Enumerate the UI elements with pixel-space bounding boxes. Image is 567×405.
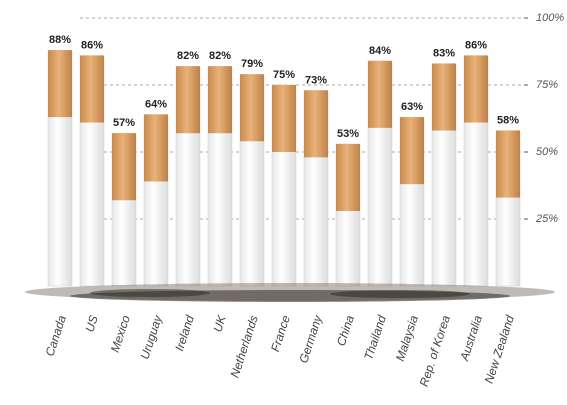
filter-tip	[80, 55, 104, 123]
filter-tip	[48, 50, 72, 118]
value-label: 73%	[305, 74, 327, 86]
y-tick-label: 50%	[536, 146, 558, 158]
x-tick-label: US	[82, 314, 100, 334]
filter-tip	[176, 66, 200, 134]
value-label: 88%	[49, 34, 71, 46]
filter-tip	[240, 74, 264, 142]
plot-area: 25% 50% 75% 100% 88% Canada 86% US 57% Mexico 64% U…	[43, 12, 565, 388]
filter-tip	[464, 55, 488, 123]
value-label: 83%	[433, 47, 455, 59]
x-tick-label: China	[334, 313, 357, 347]
x-tick-label: France	[268, 313, 293, 353]
value-label: 86%	[465, 39, 487, 51]
x-tick-label: Australia	[457, 313, 485, 363]
x-tick-label: Malaysia	[393, 313, 421, 363]
x-tick-label: Rep. of Korea	[417, 313, 453, 388]
filter-tip	[400, 117, 424, 185]
value-label: 79%	[241, 58, 263, 70]
filter-tip	[144, 114, 168, 182]
value-label: 82%	[209, 50, 231, 62]
x-tick-label: Canada	[43, 313, 69, 358]
y-tick-label: 25%	[535, 213, 558, 225]
y-tick-label: 100%	[536, 12, 564, 24]
value-label: 84%	[369, 45, 391, 57]
value-label: 82%	[177, 50, 199, 62]
y-tick-label: 75%	[536, 79, 558, 91]
value-label: 53%	[337, 128, 359, 140]
filter-tip	[432, 63, 456, 131]
x-tick-label: Ireland	[172, 313, 197, 353]
x-tick-label: New Zealand	[482, 313, 517, 385]
value-label: 86%	[81, 39, 103, 51]
value-label: 64%	[145, 98, 167, 110]
x-tick-label: Uruguay	[138, 313, 166, 361]
value-label: 75%	[273, 69, 295, 81]
filter-tip	[272, 85, 296, 152]
filter-tip	[496, 130, 520, 198]
filter-tip	[368, 60, 392, 128]
value-label: 63%	[401, 101, 423, 113]
filter-tip	[336, 143, 360, 211]
ash-pile	[25, 283, 555, 302]
x-tick-label: Mexico	[108, 313, 133, 354]
x-tick-label: Thailand	[361, 313, 389, 361]
value-label: 58%	[497, 114, 519, 126]
value-label: 57%	[113, 117, 135, 129]
filter-tip	[208, 66, 232, 134]
x-tick-label: Germany	[296, 313, 325, 365]
x-tick-label: Netherlands	[228, 314, 261, 380]
filter-tip	[304, 90, 328, 158]
filter-tip	[112, 133, 136, 201]
x-tick-label: UK	[210, 313, 229, 334]
